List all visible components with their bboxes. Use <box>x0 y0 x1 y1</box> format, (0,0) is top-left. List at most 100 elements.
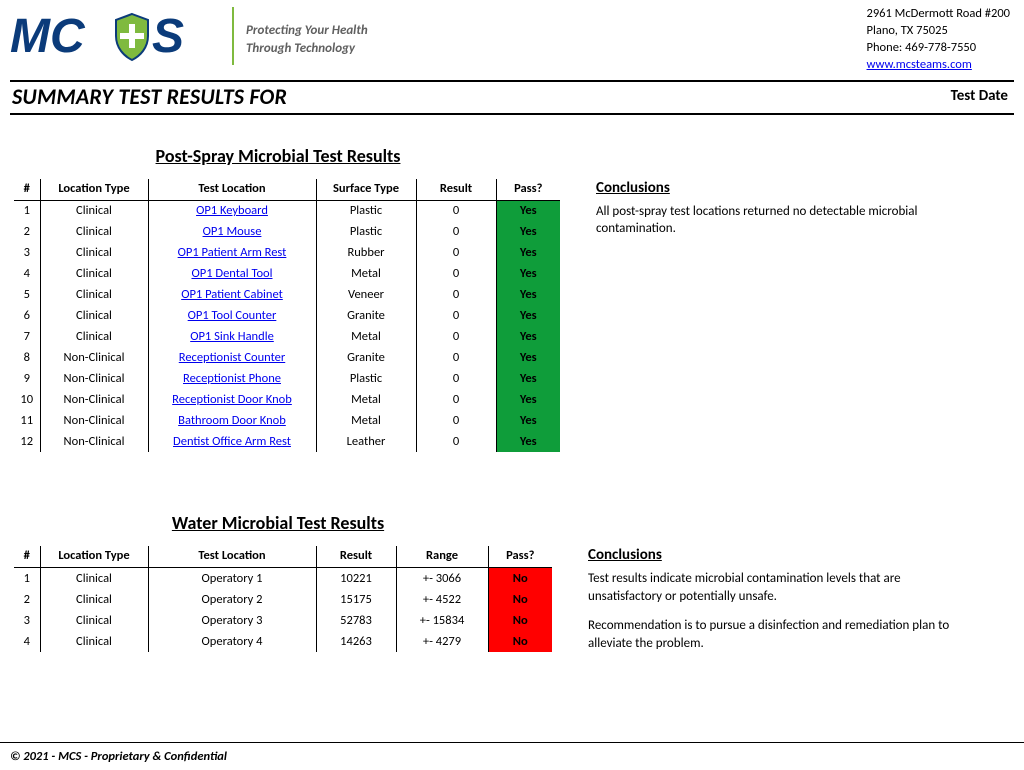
cell-location-link[interactable]: Dentist Office Arm Rest <box>148 431 316 452</box>
table-row: 4ClinicalOperatory 414263+- 4279No <box>14 631 552 652</box>
cell-num: 6 <box>14 305 40 326</box>
table-row: 4ClinicalOP1 Dental ToolMetal0Yes <box>14 263 560 284</box>
cell-pass: Yes <box>496 200 560 221</box>
cell-surface: Granite <box>316 347 416 368</box>
col-pass: Pass? <box>496 179 560 201</box>
cell-result: 0 <box>416 284 496 305</box>
table-row: 3ClinicalOP1 Patient Arm RestRubber0Yes <box>14 242 560 263</box>
cell-ltype: Clinical <box>40 610 148 631</box>
cell-result: 0 <box>416 410 496 431</box>
table-header-row: # Location Type Test Location Result Ran… <box>14 546 552 568</box>
cell-ltype: Non-Clinical <box>40 347 148 368</box>
cell-surface: Plastic <box>316 221 416 242</box>
cell-num: 9 <box>14 368 40 389</box>
mcs-logo-icon: MC S <box>10 6 220 66</box>
cell-surface: Metal <box>316 410 416 431</box>
cell-result: 10221 <box>316 568 396 589</box>
cell-result: 0 <box>416 305 496 326</box>
cell-pass: Yes <box>496 221 560 242</box>
website-link[interactable]: www.mcsteams.com <box>867 57 972 72</box>
col-num: # <box>14 179 40 201</box>
cell-num: 1 <box>14 568 40 589</box>
col-surf: Surface Type <box>316 179 416 201</box>
cell-location-link[interactable]: OP1 Dental Tool <box>148 263 316 284</box>
cell-num: 10 <box>14 389 40 410</box>
table-row: 3ClinicalOperatory 352783+- 15834No <box>14 610 552 631</box>
cell-ltype: Clinical <box>40 568 148 589</box>
conclusions-heading: Conclusions <box>588 546 968 564</box>
cell-ltype: Clinical <box>40 263 148 284</box>
col-ltype: Location Type <box>40 179 148 201</box>
cell-surface: Metal <box>316 389 416 410</box>
cell-surface: Metal <box>316 263 416 284</box>
cell-result: 0 <box>416 368 496 389</box>
cell-ltype: Non-Clinical <box>40 389 148 410</box>
water-table: # Location Type Test Location Result Ran… <box>14 546 552 652</box>
water-section: Water Microbial Test Results # Location … <box>10 512 1014 652</box>
cell-location-link[interactable]: OP1 Keyboard <box>148 200 316 221</box>
table-row: 5ClinicalOP1 Patient CabinetVeneer0Yes <box>14 284 560 305</box>
cell-ltype: Clinical <box>40 284 148 305</box>
cell-ltype: Non-Clinical <box>40 431 148 452</box>
cell-pass: No <box>488 568 552 589</box>
cell-pass: Yes <box>496 431 560 452</box>
cell-location-link[interactable]: Bathroom Door Knob <box>148 410 316 431</box>
cell-pass: No <box>488 631 552 652</box>
cell-result: 14263 <box>316 631 396 652</box>
page-title: SUMMARY TEST RESULTS FOR <box>12 83 287 110</box>
header: MC S Protecting Your Health Through Tech… <box>10 6 1014 74</box>
cell-pass: Yes <box>496 389 560 410</box>
cell-location: Operatory 4 <box>148 631 316 652</box>
col-ltype: Location Type <box>40 546 148 568</box>
cell-surface: Plastic <box>316 368 416 389</box>
cell-location-link[interactable]: OP1 Sink Handle <box>148 326 316 347</box>
cell-num: 5 <box>14 284 40 305</box>
col-loc: Test Location <box>148 546 316 568</box>
cell-ltype: Clinical <box>40 200 148 221</box>
cell-ltype: Clinical <box>40 305 148 326</box>
col-num: # <box>14 546 40 568</box>
cell-pass: Yes <box>496 305 560 326</box>
cell-ltype: Non-Clinical <box>40 410 148 431</box>
cell-result: 52783 <box>316 610 396 631</box>
cell-range: +- 4522 <box>396 589 488 610</box>
tagline: Protecting Your Health Through Technolog… <box>246 22 368 57</box>
cell-num: 2 <box>14 589 40 610</box>
cell-num: 2 <box>14 221 40 242</box>
cell-num: 4 <box>14 631 40 652</box>
table-row: 9Non-ClinicalReceptionist PhonePlastic0Y… <box>14 368 560 389</box>
svg-text:MC: MC <box>10 10 86 63</box>
cell-surface: Granite <box>316 305 416 326</box>
cell-result: 0 <box>416 347 496 368</box>
water-conclusions: Conclusions Test results indicate microb… <box>588 546 968 652</box>
cell-num: 3 <box>14 242 40 263</box>
cell-location: Operatory 1 <box>148 568 316 589</box>
table-row: 12Non-ClinicalDentist Office Arm RestLea… <box>14 431 560 452</box>
cell-ltype: Clinical <box>40 631 148 652</box>
cell-location-link[interactable]: OP1 Mouse <box>148 221 316 242</box>
cell-location-link[interactable]: Receptionist Door Knob <box>148 389 316 410</box>
svg-text:S: S <box>152 10 184 63</box>
cell-ltype: Clinical <box>40 326 148 347</box>
phone: Phone: 469-778-7550 <box>867 40 1010 57</box>
footer-text: © 2021 - MCS - Proprietary & Confidentia… <box>10 749 227 764</box>
cell-location: Operatory 2 <box>148 589 316 610</box>
cell-surface: Rubber <box>316 242 416 263</box>
cell-result: 15175 <box>316 589 396 610</box>
address-line1: 2961 McDermott Road #200 <box>867 6 1010 23</box>
cell-result: 0 <box>416 431 496 452</box>
cell-location-link[interactable]: OP1 Patient Cabinet <box>148 284 316 305</box>
table-row: 2ClinicalOperatory 215175+- 4522No <box>14 589 552 610</box>
cell-location-link[interactable]: OP1 Patient Arm Rest <box>148 242 316 263</box>
cell-location-link[interactable]: Receptionist Counter <box>148 347 316 368</box>
footer: © 2021 - MCS - Proprietary & Confidentia… <box>0 742 1024 770</box>
cell-range: +- 15834 <box>396 610 488 631</box>
cell-range: +- 4279 <box>396 631 488 652</box>
cell-pass: Yes <box>496 326 560 347</box>
address-line2: Plano, TX 75025 <box>867 23 1010 40</box>
cell-pass: No <box>488 610 552 631</box>
post-spray-conclusions: Conclusions All post-spray test location… <box>596 179 976 238</box>
cell-location-link[interactable]: OP1 Tool Counter <box>148 305 316 326</box>
conclusions-heading: Conclusions <box>596 179 976 197</box>
cell-location-link[interactable]: Receptionist Phone <box>148 368 316 389</box>
